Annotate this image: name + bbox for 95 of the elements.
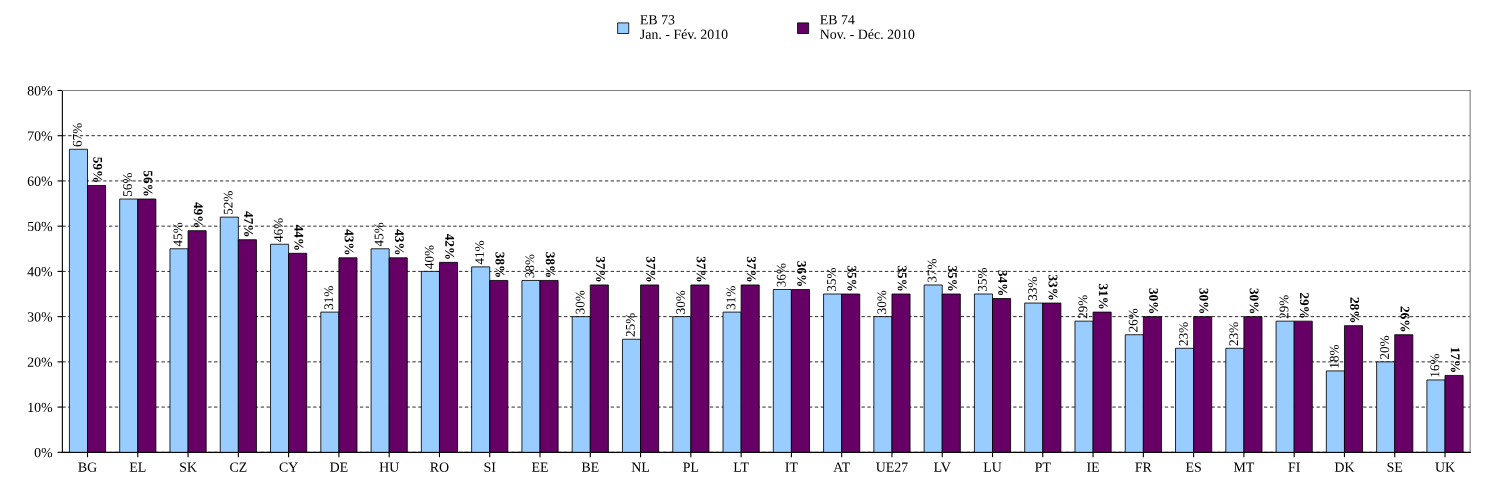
x-tick-label: ES: [1185, 462, 1201, 472]
data-label: 18%: [1329, 344, 1339, 368]
y-tick-label: 20%: [27, 357, 53, 367]
data-label: 31%: [324, 286, 334, 310]
x-tick-label: LV: [934, 462, 951, 472]
x-tick-label: DK: [1334, 462, 1355, 472]
x-tick-label: LU: [983, 462, 1002, 472]
data-label: 30%: [877, 290, 887, 314]
data-label: 40%: [424, 245, 434, 269]
data-label: 35%: [827, 268, 836, 292]
legend-label: EB 74 Nov. - Déc. 2010: [820, 15, 915, 40]
data-label: 29%: [1078, 295, 1088, 319]
data-label: 38%: [495, 252, 505, 277]
data-label: 52%: [223, 191, 233, 215]
data-label: 36%: [776, 263, 786, 287]
data-label: 23%: [1178, 322, 1188, 346]
data-label: 37%: [927, 258, 937, 283]
data-label: 67%: [72, 123, 82, 147]
y-tick-label: 30%: [27, 312, 53, 322]
x-tick-label: UE27: [876, 462, 908, 472]
data-label: 30%: [1149, 288, 1158, 314]
y-tick-label: 40%: [27, 266, 53, 277]
data-label: 33%: [1048, 274, 1058, 300]
x-tick-label: SI: [484, 462, 496, 472]
data-label: 31%: [726, 286, 736, 310]
legend-label: EB 73 Jan. - Fév. 2010: [640, 15, 728, 40]
x-tick-label: IT: [785, 462, 798, 472]
data-label: 25%: [625, 313, 635, 337]
x-tick-label: UK: [1435, 462, 1455, 472]
data-label: 59%: [93, 157, 103, 182]
data-label: 56%: [123, 173, 133, 196]
data-label: 37%: [696, 256, 706, 282]
x-tick-label: CZ: [230, 462, 247, 472]
data-label: 38%: [545, 252, 555, 277]
data-label: 30%: [1249, 288, 1259, 314]
data-label: 36%: [797, 261, 807, 286]
x-tick-label: SK: [180, 462, 197, 472]
x-tick-label: AT: [833, 462, 850, 472]
data-label: 38%: [525, 254, 535, 278]
x-tick-label: FI: [1288, 462, 1300, 472]
data-label: 31%: [1098, 283, 1108, 309]
y-tick-label: 50%: [28, 221, 53, 232]
data-label: 37%: [595, 256, 605, 282]
data-label: 35%: [947, 265, 957, 291]
x-tick-label: CY: [279, 462, 298, 472]
data-label: 35%: [847, 265, 857, 291]
x-tick-label: LT: [733, 462, 749, 472]
data-label: 45%: [374, 222, 384, 247]
data-label: 34%: [998, 270, 1008, 296]
x-tick-label: SE: [1387, 462, 1403, 472]
data-label: 23%: [1229, 322, 1239, 346]
data-label: 28%: [1350, 297, 1360, 323]
x-tick-label: NL: [631, 462, 649, 472]
x-tick-label: IE: [1087, 462, 1099, 472]
data-label: 46%: [273, 218, 283, 242]
x-tick-label: DE: [330, 462, 348, 472]
y-tick-label: 10%: [28, 402, 53, 413]
y-tick-label: 60%: [27, 176, 53, 186]
data-label: 47%: [244, 211, 253, 237]
y-tick-label: 80%: [27, 86, 53, 96]
data-label: 56%: [143, 170, 153, 196]
y-tick-label: 0%: [34, 447, 53, 458]
data-label: 16%: [1430, 353, 1440, 377]
data-label: 37%: [646, 256, 656, 282]
data-label: 35%: [897, 265, 907, 291]
x-tick-label: PL: [683, 462, 699, 472]
x-tick-label: EE: [531, 462, 548, 472]
x-tick-label: BE: [581, 462, 599, 472]
data-label: 43%: [394, 229, 404, 255]
data-label: 29%: [1299, 293, 1309, 318]
data-label: 20%: [1380, 335, 1390, 360]
data-label: 33%: [1028, 277, 1038, 301]
data-label: 45%: [173, 222, 183, 247]
data-label: 35%: [977, 268, 987, 292]
data-label: 37%: [746, 256, 756, 282]
y-tick-label: 70%: [28, 131, 53, 141]
data-label: 29%: [1279, 295, 1289, 319]
x-tick-label: MT: [1233, 462, 1255, 472]
x-tick-label: PT: [1035, 462, 1051, 472]
x-tick-label: BG: [78, 462, 97, 472]
data-label: 30%: [1199, 288, 1209, 314]
data-label: 17%: [1450, 347, 1460, 372]
x-tick-label: HU: [379, 462, 399, 472]
x-tick-label: FR: [1135, 462, 1152, 472]
data-label: 49%: [193, 202, 203, 228]
data-label: 26%: [1400, 306, 1410, 332]
data-label: 26%: [1128, 308, 1138, 332]
x-tick-label: RO: [430, 462, 449, 472]
data-label: 41%: [475, 240, 485, 265]
data-label: 30%: [676, 290, 686, 314]
data-label: 30%: [575, 290, 585, 314]
data-label: 44%: [294, 224, 304, 250]
data-label: 43%: [344, 229, 354, 255]
data-label: 42%: [445, 233, 455, 259]
x-tick-label: EL: [129, 462, 146, 472]
